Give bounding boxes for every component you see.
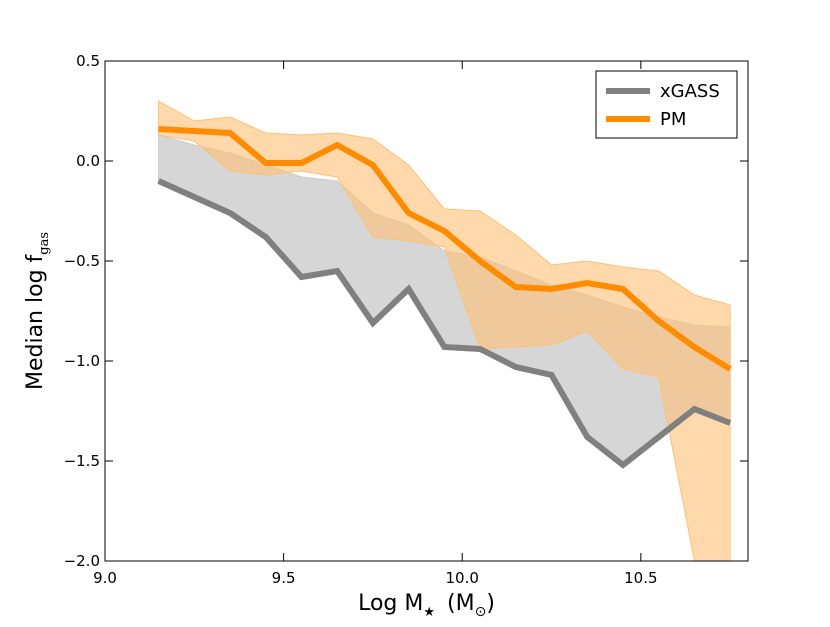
y-axis-title: Median log fgas bbox=[23, 232, 52, 390]
x-axis-title-close: ) bbox=[486, 591, 495, 616]
x-axis-title: Log M★ (M⊙) bbox=[358, 591, 495, 620]
x-axis-title-units: (M bbox=[447, 591, 475, 616]
y-tick-label: 0.0 bbox=[76, 152, 100, 170]
y-tick-label: −1.5 bbox=[64, 452, 100, 470]
series-line-pm bbox=[158, 126, 732, 372]
x-tick-label: 9.0 bbox=[93, 569, 117, 587]
y-axis-title-main: Median log f bbox=[23, 253, 48, 390]
legend-label-xgass: xGASS bbox=[660, 81, 720, 102]
x-tick-label: 10.5 bbox=[624, 569, 657, 587]
median-lines bbox=[157, 126, 732, 469]
y-tick-label: −2.0 bbox=[64, 552, 100, 570]
y-axis-title-sub: gas bbox=[37, 232, 52, 255]
x-axis-title-sub: ★ bbox=[423, 605, 435, 620]
series-line-xgass bbox=[157, 178, 732, 469]
y-tick-label: 0.5 bbox=[76, 52, 100, 70]
y-tick-label: −1.0 bbox=[64, 352, 100, 370]
x-axis-title-units-sub: ⊙ bbox=[475, 604, 487, 620]
x-axis-title-main: Log M bbox=[358, 591, 423, 616]
confidence-bands bbox=[158, 100, 731, 562]
plot-frame bbox=[104, 60, 749, 562]
legend: xGASS PM bbox=[595, 70, 738, 139]
x-tick-label: 9.5 bbox=[272, 569, 296, 587]
legend-label-pm: PM bbox=[660, 109, 686, 130]
x-axis-label: Log M★ (M⊙) bbox=[358, 591, 495, 620]
y-tick-label: −0.5 bbox=[64, 252, 100, 270]
x-tick-label: 10.0 bbox=[446, 569, 479, 587]
axis-ticks: 9.0 9.5 10.0 10.5 0.5 0.0 −0.5 −1.0 −1.5 −2.0 bbox=[64, 52, 748, 587]
y-axis-label: Median log fgas bbox=[23, 232, 52, 390]
legend-box bbox=[595, 70, 738, 139]
